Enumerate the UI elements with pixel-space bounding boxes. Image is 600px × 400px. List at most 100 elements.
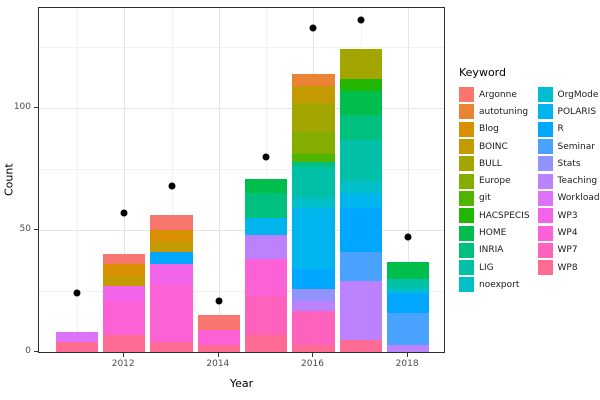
legend-item-label: WP7 [557, 245, 578, 256]
bar-segment-Teaching [292, 300, 335, 311]
legend-swatch [537, 260, 553, 276]
bar-segment-R [386, 293, 430, 313]
data-point-dot [262, 153, 270, 161]
legend-swatch [537, 121, 553, 137]
bar-segment-R [150, 251, 193, 265]
bar-segment-INRIA [292, 161, 335, 167]
bar-segment-WP4 [244, 259, 288, 296]
bar-segment-BULL [292, 103, 335, 133]
legend-item: WP7 [534, 242, 600, 259]
legend-item-label: noexport [479, 279, 520, 290]
bar-segment-WP4 [150, 283, 193, 343]
legend-item-label: Teaching [557, 176, 598, 187]
y-minor-gridline [39, 169, 444, 171]
data-point-dot [168, 182, 175, 190]
y-major-gridline [39, 352, 444, 353]
data-point-dot [357, 16, 365, 24]
legend-item: HACSPECIS [455, 207, 530, 224]
legend-swatch [537, 87, 553, 103]
bar-segment-WP4 [102, 300, 146, 335]
bar-segment-noexport [292, 198, 335, 209]
legend-item-label: Europe [479, 176, 511, 187]
bar-segment-WP8 [339, 339, 383, 352]
data-point-dot [215, 297, 223, 305]
legend-item: POLARIS [534, 103, 600, 120]
data-point-dot [73, 289, 81, 297]
x-tick-label: 2012 [111, 359, 135, 369]
bar-segment-LIG [292, 166, 335, 199]
legend-swatch [537, 139, 553, 155]
legend-item: INRIA [455, 242, 530, 259]
bar-segment-autotuning [292, 73, 335, 87]
x-minor-gridline [171, 8, 173, 352]
legend-swatch [537, 173, 553, 189]
bar-segment-WP3 [102, 286, 146, 301]
legend-item: Europe [455, 172, 530, 189]
legend-swatch [459, 190, 474, 206]
bar-segment-LIG [386, 278, 430, 289]
bar-segment-POLARIS [339, 193, 383, 209]
legend-item: git [455, 190, 530, 207]
legend-item-label: LIG [479, 262, 494, 273]
data-point-dot [309, 24, 317, 32]
x-tick-mark [407, 353, 409, 357]
bar-segment-OrgMode [386, 288, 430, 294]
legend-item-label: POLARIS [557, 106, 597, 117]
bar-segment-Workload [55, 332, 99, 343]
bar-segment-R [292, 269, 335, 289]
legend-item-label: git [479, 193, 491, 204]
bar-segment-R [339, 208, 383, 252]
bar-segment-INRIA [339, 115, 383, 140]
legend-item-label: autotuning [479, 106, 529, 117]
bar-segment-Europe [292, 132, 335, 155]
legend-item: autotuning [455, 103, 530, 120]
bar-segment-WP7 [292, 310, 335, 345]
bar-segment-HACSPECIS [339, 78, 383, 91]
bar-segment-Stats [292, 288, 335, 301]
legend-swatch [537, 156, 553, 172]
bar-segment-git [292, 154, 335, 162]
legend-item-label: BULL [479, 158, 502, 169]
legend-item: Stats [534, 155, 600, 172]
y-tick-mark [34, 107, 38, 109]
legend-item: LIG [455, 259, 530, 276]
bar-segment-Teaching [339, 281, 383, 340]
legend-item-label: R [557, 124, 564, 135]
bar-segment-Seminar [386, 312, 430, 345]
bar-segment-HOME [339, 90, 383, 116]
legend-item-label: WP3 [557, 210, 578, 221]
legend-column-2: OrgMode POLARIS R Seminar Stats Teaching Workl… [534, 86, 600, 276]
legend-columns: Argonne autotuning Blog BOINC BULL Europe git H… [455, 86, 600, 294]
legend-item: WP4 [534, 224, 600, 241]
y-tick-label: 100 [13, 102, 31, 113]
legend-item-label: Seminar [557, 141, 595, 152]
legend-swatch [459, 242, 474, 258]
legend-item: HOME [455, 224, 530, 241]
bar-segment-Argonne [197, 315, 241, 331]
bar-segment-WP3 [150, 264, 193, 284]
legend-item-label: OrgMode [557, 89, 599, 100]
legend-item-label: Workload [557, 193, 600, 204]
legend-swatch [459, 260, 474, 276]
legend-item-label: HACSPECIS [479, 210, 530, 221]
legend-swatch [459, 277, 474, 293]
bar-segment-Teaching [386, 344, 430, 352]
legend-item-label: WP8 [557, 262, 578, 273]
legend-item: Blog [455, 121, 530, 138]
bar-segment-LIG [339, 139, 383, 182]
bar-segment-WP8 [292, 344, 335, 352]
x-major-gridline [408, 8, 410, 352]
legend-item: Argonne [455, 86, 530, 103]
y-tick-label: 0 [25, 346, 31, 356]
plot-panel [38, 7, 445, 353]
y-major-gridline [39, 108, 444, 110]
bar-segment-Blog [150, 230, 193, 243]
legend-swatch [459, 225, 474, 241]
legend-item: Seminar [534, 138, 600, 155]
legend-swatch [459, 173, 474, 189]
bar-segment-HOME [244, 178, 288, 194]
legend-item-label: INRIA [479, 245, 504, 256]
x-tick-label: 2014 [206, 359, 230, 369]
legend-swatch [537, 104, 553, 120]
